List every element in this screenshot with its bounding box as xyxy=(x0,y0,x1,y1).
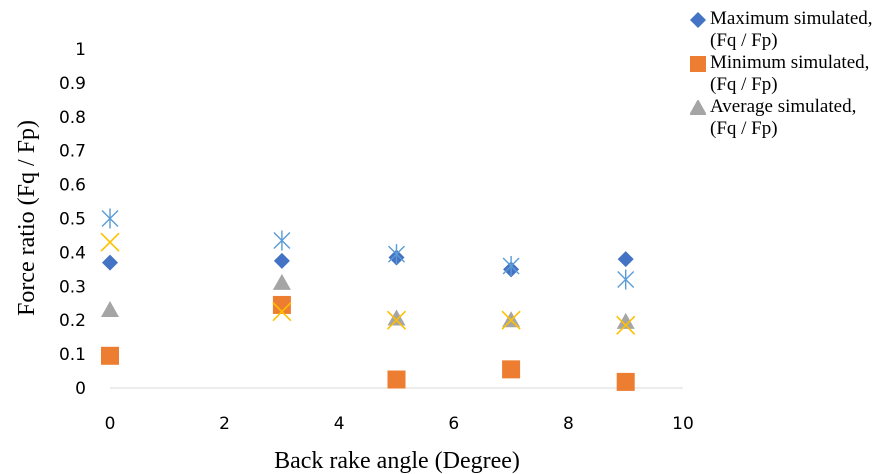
data-point-diamond xyxy=(102,254,118,271)
data-point-x xyxy=(100,232,120,252)
data-point-square xyxy=(387,370,406,389)
legend-marker-triangle xyxy=(690,100,706,115)
x-tick-label: 4 xyxy=(334,414,345,434)
data-point-diamond xyxy=(273,252,290,269)
legend-marker-shape xyxy=(690,12,706,28)
x-tick-label: 6 xyxy=(448,414,459,434)
y-tick-label: 0.8 xyxy=(59,108,86,128)
x-axis-ticks: 0 2 4 6 8 10 xyxy=(105,414,694,434)
data-point-x xyxy=(386,310,407,330)
data-points xyxy=(100,208,636,391)
data-point-triangle xyxy=(272,273,291,290)
x-tick-label: 0 xyxy=(105,414,116,434)
y-axis-ticks: 0 0.1 0.2 0.3 0.4 0.5 0.6 0.7 0.8 0.9 1 xyxy=(59,40,86,399)
legend: Maximum simulated, (Fq / Fp) Minimum simu… xyxy=(690,8,879,140)
y-tick-label: 0 xyxy=(75,379,86,399)
data-point-triangle xyxy=(101,301,119,318)
data-point-square xyxy=(101,346,119,365)
x-tick-label: 2 xyxy=(219,414,230,434)
y-tick-label: 0.1 xyxy=(59,345,86,365)
y-tick-label: 1 xyxy=(75,40,86,60)
legend-marker-square xyxy=(690,56,706,72)
legend-marker-diamond xyxy=(690,12,706,28)
data-point-triangle xyxy=(616,312,635,329)
x-axis-title: Back rake angle (Degree) xyxy=(274,448,520,474)
y-tick-label: 0.5 xyxy=(59,210,86,230)
y-tick-label: 0.2 xyxy=(59,311,86,331)
data-point-square xyxy=(272,295,291,314)
data-point-diamond xyxy=(617,251,634,268)
y-axis-title: Force ratio (Fq / Fp) xyxy=(14,120,40,316)
data-point-x xyxy=(501,310,521,330)
data-point-asterisk xyxy=(101,208,119,229)
data-point-asterisk xyxy=(273,230,291,251)
y-tick-label: 0.3 xyxy=(59,277,86,297)
x-tick-label: 8 xyxy=(563,414,574,434)
data-point-asterisk xyxy=(502,255,520,276)
y-tick-label: 0.4 xyxy=(59,243,86,263)
data-point-x xyxy=(272,302,292,322)
data-point-triangle xyxy=(387,309,406,326)
legend-label: Minimum simulated, (Fq / Fp) xyxy=(710,52,870,95)
data-point-asterisk xyxy=(388,244,405,265)
x-tick-label: 10 xyxy=(672,414,694,434)
y-tick-label: 0.9 xyxy=(59,74,86,94)
legend-item: Maximum simulated, (Fq / Fp) xyxy=(690,8,879,52)
data-point-x xyxy=(616,315,636,335)
legend-item: Minimum simulated, (Fq / Fp) xyxy=(690,52,879,96)
legend-marker-shape xyxy=(690,56,706,72)
legend-marker-shape xyxy=(690,100,706,115)
legend-label: Average simulated, (Fq / Fp) xyxy=(710,96,857,139)
legend-label: Maximum simulated, (Fq / Fp) xyxy=(710,8,873,51)
data-point-asterisk xyxy=(617,269,635,290)
data-point-square xyxy=(616,372,635,391)
data-point-square xyxy=(502,360,521,379)
legend-item: Average simulated, (Fq / Fp) xyxy=(690,96,879,140)
y-tick-label: 0.7 xyxy=(59,142,86,162)
y-tick-label: 0.6 xyxy=(59,176,86,196)
